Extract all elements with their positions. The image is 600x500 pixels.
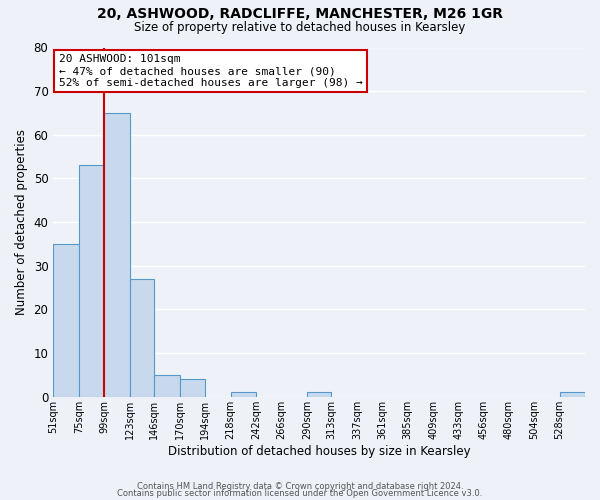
Bar <box>307 392 331 397</box>
Bar <box>179 380 205 397</box>
Bar <box>154 375 179 397</box>
X-axis label: Distribution of detached houses by size in Kearsley: Distribution of detached houses by size … <box>168 444 470 458</box>
Bar <box>230 392 256 397</box>
Text: Contains public sector information licensed under the Open Government Licence v3: Contains public sector information licen… <box>118 490 482 498</box>
Text: Size of property relative to detached houses in Kearsley: Size of property relative to detached ho… <box>134 21 466 34</box>
Bar <box>79 166 104 397</box>
Y-axis label: Number of detached properties: Number of detached properties <box>15 129 28 315</box>
Bar <box>560 392 585 397</box>
Bar <box>130 279 154 397</box>
Text: 20, ASHWOOD, RADCLIFFE, MANCHESTER, M26 1GR: 20, ASHWOOD, RADCLIFFE, MANCHESTER, M26 … <box>97 8 503 22</box>
Text: Contains HM Land Registry data © Crown copyright and database right 2024.: Contains HM Land Registry data © Crown c… <box>137 482 463 491</box>
Bar <box>53 244 79 397</box>
Text: 20 ASHWOOD: 101sqm
← 47% of detached houses are smaller (90)
52% of semi-detache: 20 ASHWOOD: 101sqm ← 47% of detached hou… <box>59 54 362 88</box>
Bar <box>104 113 130 397</box>
